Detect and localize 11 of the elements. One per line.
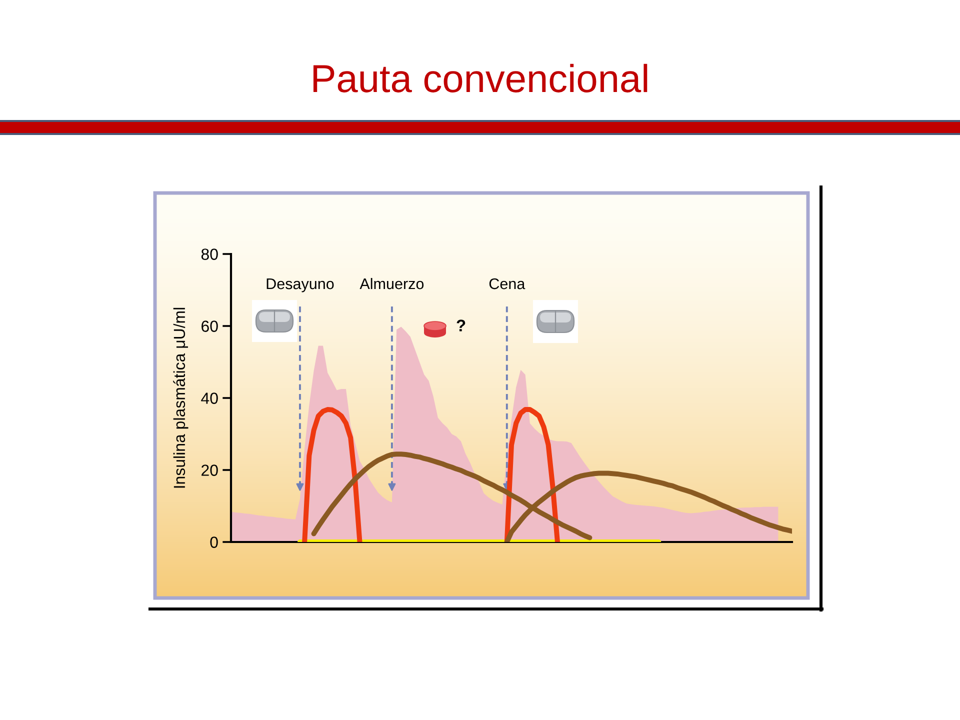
y-tick-label: 20: [202, 464, 218, 476]
y-axis-title: Insulina plasmática μU/ml: [173, 308, 188, 488]
y-tick-label: 40: [201, 392, 218, 404]
y-tick-label: 60: [202, 320, 218, 332]
x-tick-label: Cena: [489, 278, 526, 290]
annotation: ?: [456, 320, 466, 332]
x-tick-label: Desayuno: [266, 278, 334, 292]
x-tick-label: Almuerzo: [360, 278, 424, 290]
y-tick-label: 0: [210, 536, 218, 548]
chart-title: Pauta convencional: [313, 64, 648, 92]
y-tick-label: 80: [201, 248, 218, 260]
